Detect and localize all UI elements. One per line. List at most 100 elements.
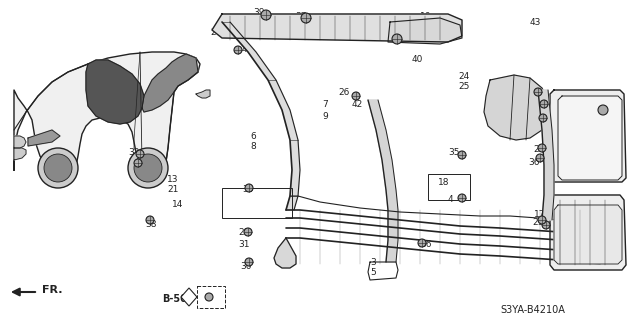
Text: 37: 37 xyxy=(295,12,307,21)
Text: 42: 42 xyxy=(352,100,364,109)
Circle shape xyxy=(134,159,142,167)
Text: 21: 21 xyxy=(167,185,179,194)
Text: 26: 26 xyxy=(338,88,349,97)
Text: 5: 5 xyxy=(370,268,376,277)
Text: 17: 17 xyxy=(602,175,614,184)
Circle shape xyxy=(542,221,550,229)
Polygon shape xyxy=(28,130,60,146)
Circle shape xyxy=(539,114,547,122)
Circle shape xyxy=(458,194,466,202)
Text: 11: 11 xyxy=(420,22,431,31)
Text: 43: 43 xyxy=(530,18,541,27)
Text: 8: 8 xyxy=(250,142,256,151)
Polygon shape xyxy=(14,52,200,178)
Polygon shape xyxy=(142,54,198,112)
Polygon shape xyxy=(368,100,398,262)
Text: 36: 36 xyxy=(420,240,431,249)
Circle shape xyxy=(538,216,546,224)
Circle shape xyxy=(536,154,544,162)
Text: 25: 25 xyxy=(458,82,469,91)
Text: 19: 19 xyxy=(607,110,618,119)
Text: 4: 4 xyxy=(448,195,454,204)
Text: 20: 20 xyxy=(145,172,156,181)
Circle shape xyxy=(301,13,311,23)
Circle shape xyxy=(540,100,548,108)
Circle shape xyxy=(534,88,542,96)
Text: 40: 40 xyxy=(412,55,424,64)
Bar xyxy=(197,286,225,308)
Polygon shape xyxy=(550,195,626,270)
Circle shape xyxy=(128,148,168,188)
Circle shape xyxy=(244,228,252,236)
Polygon shape xyxy=(538,90,554,220)
Text: 27: 27 xyxy=(128,158,140,167)
Text: 12: 12 xyxy=(145,162,156,171)
Polygon shape xyxy=(86,60,144,124)
Text: FR.: FR. xyxy=(42,285,63,295)
Polygon shape xyxy=(196,90,210,98)
Text: 2: 2 xyxy=(570,105,575,114)
Text: 9: 9 xyxy=(322,112,328,121)
Text: 38: 38 xyxy=(145,220,157,229)
Text: 1: 1 xyxy=(570,95,576,104)
Text: 41: 41 xyxy=(242,45,253,54)
Circle shape xyxy=(234,46,242,54)
Circle shape xyxy=(245,258,253,266)
Text: 24: 24 xyxy=(458,72,469,81)
Circle shape xyxy=(352,92,360,100)
Text: 39: 39 xyxy=(253,8,264,17)
Text: 7: 7 xyxy=(322,100,328,109)
Text: 29: 29 xyxy=(533,145,545,154)
Text: 17: 17 xyxy=(534,210,545,219)
Text: 32: 32 xyxy=(128,148,140,157)
Text: 44: 44 xyxy=(530,118,541,127)
Polygon shape xyxy=(181,288,197,306)
Circle shape xyxy=(136,150,144,158)
Text: S3YA-B4210A: S3YA-B4210A xyxy=(500,305,565,315)
Text: 3: 3 xyxy=(370,258,376,267)
Text: 27: 27 xyxy=(210,28,221,37)
Text: 16: 16 xyxy=(585,225,596,234)
Text: 29: 29 xyxy=(532,218,543,227)
Text: 22: 22 xyxy=(615,258,627,267)
Text: 35: 35 xyxy=(448,148,460,157)
Text: 18: 18 xyxy=(438,178,449,187)
Text: 14: 14 xyxy=(172,200,184,209)
Circle shape xyxy=(205,293,213,301)
Circle shape xyxy=(598,105,608,115)
Circle shape xyxy=(458,151,466,159)
Circle shape xyxy=(38,148,78,188)
Text: 10: 10 xyxy=(420,12,431,21)
Polygon shape xyxy=(274,238,296,268)
Text: 15: 15 xyxy=(615,248,627,257)
Text: 13: 13 xyxy=(167,175,179,184)
Bar xyxy=(222,188,292,218)
Text: 36: 36 xyxy=(528,158,540,167)
Text: 33: 33 xyxy=(225,18,237,27)
Polygon shape xyxy=(550,90,626,182)
Polygon shape xyxy=(388,18,462,44)
Text: 28: 28 xyxy=(238,228,250,237)
Circle shape xyxy=(146,216,154,224)
Polygon shape xyxy=(558,96,622,180)
Circle shape xyxy=(538,144,546,152)
Bar xyxy=(428,174,470,200)
Circle shape xyxy=(418,239,426,247)
Polygon shape xyxy=(484,75,548,140)
Polygon shape xyxy=(212,14,462,42)
Polygon shape xyxy=(14,136,26,148)
Text: 31: 31 xyxy=(238,240,250,249)
Polygon shape xyxy=(554,205,622,264)
Circle shape xyxy=(392,34,402,44)
Circle shape xyxy=(134,154,162,182)
Circle shape xyxy=(245,184,253,192)
Circle shape xyxy=(44,154,72,182)
Text: 23: 23 xyxy=(585,235,596,244)
Polygon shape xyxy=(14,148,26,160)
Text: B-50: B-50 xyxy=(162,294,187,304)
Text: 34: 34 xyxy=(242,185,253,194)
Circle shape xyxy=(261,10,271,20)
Polygon shape xyxy=(222,22,300,210)
Text: 30: 30 xyxy=(240,262,252,271)
Text: 6: 6 xyxy=(250,132,256,141)
